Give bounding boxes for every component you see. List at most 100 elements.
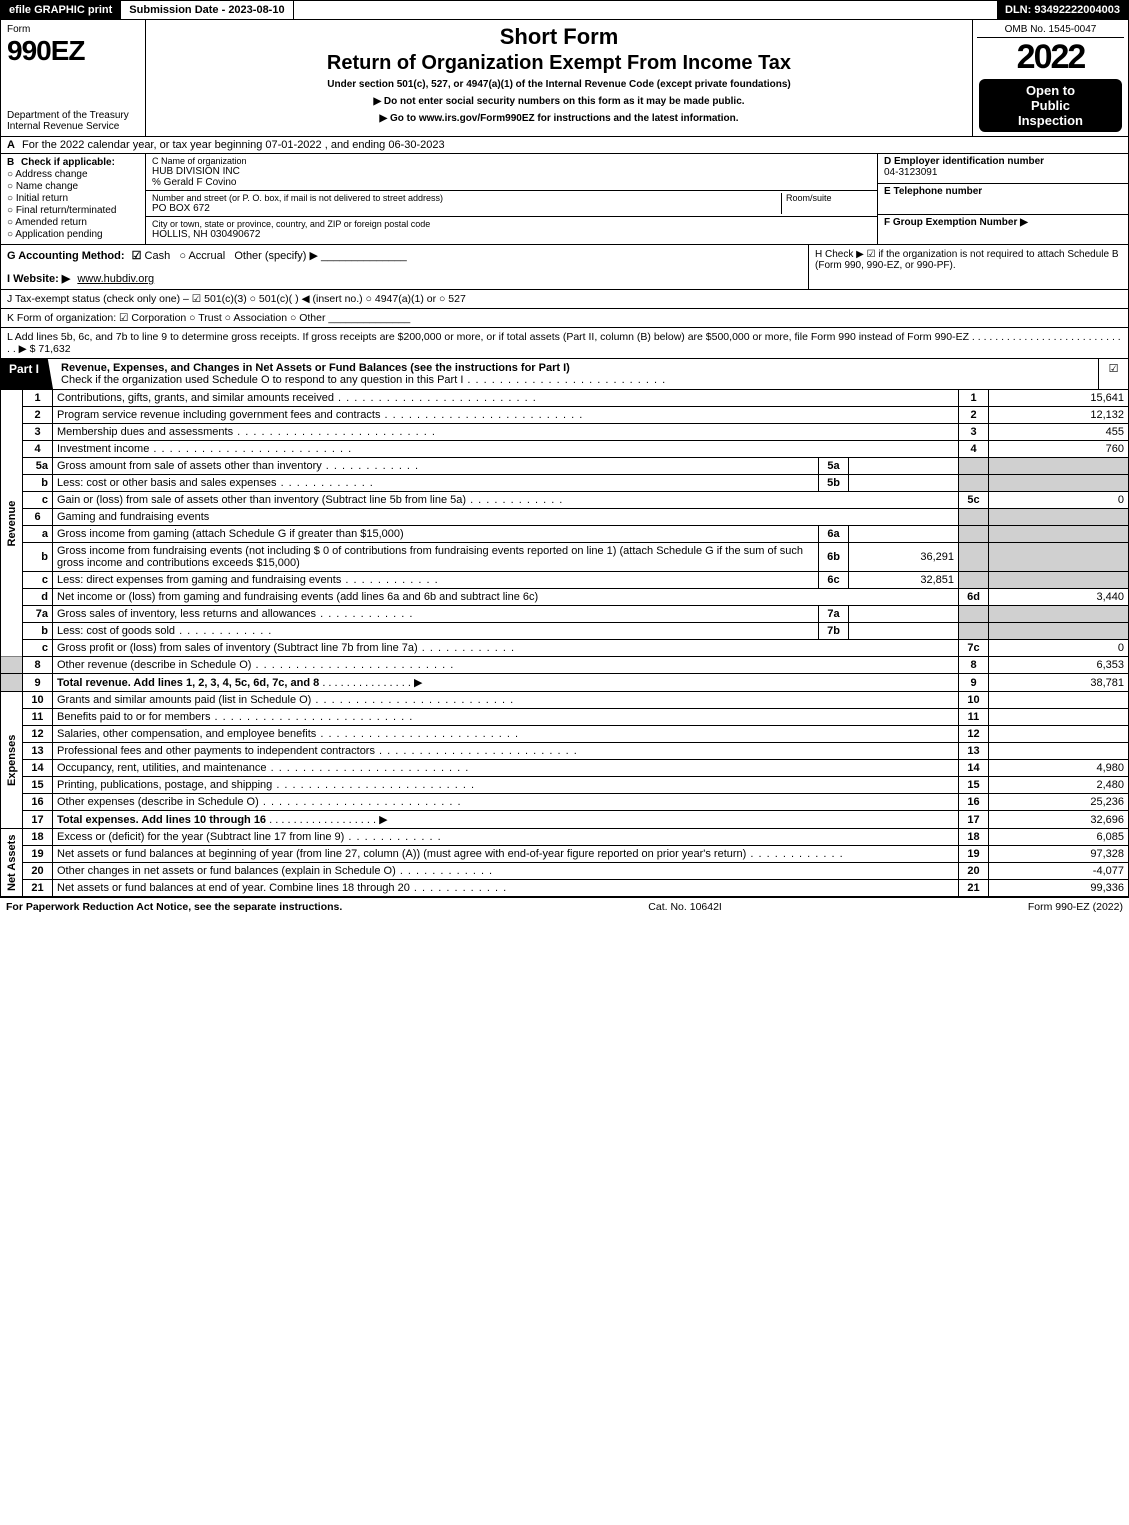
row-J: J Tax-exempt status (check only one) – ☑… [0, 290, 1129, 309]
l2-desc: Program service revenue including govern… [53, 407, 959, 424]
l4-outnum: 4 [959, 441, 989, 458]
line-2: 2 Program service revenue including gove… [1, 407, 1129, 424]
care-of: % Gerald F Covino [152, 177, 871, 188]
netassets-side-label: Net Assets [1, 829, 23, 897]
l12-outval [989, 726, 1129, 743]
label-B: B [7, 157, 14, 168]
l20-desc: Other changes in net assets or fund bala… [53, 863, 959, 880]
l17-num: 17 [23, 811, 53, 829]
l15-outnum: 15 [959, 777, 989, 794]
l5b-num: b [23, 475, 53, 492]
other-label[interactable]: Other (specify) ▶ [234, 250, 318, 262]
l9-outnum: 9 [959, 674, 989, 692]
row-L: L Add lines 5b, 6c, and 7b to line 9 to … [0, 328, 1129, 359]
chk-amended-return-label: Amended return [15, 217, 87, 228]
line-12: 12 Salaries, other compensation, and emp… [1, 726, 1129, 743]
part1-check[interactable]: ☑ [1098, 359, 1128, 389]
part1-title-bold: Revenue, Expenses, and Changes in Net As… [61, 362, 570, 374]
C-name-label: C Name of organization [152, 156, 871, 166]
line-21: 21 Net assets or fund balances at end of… [1, 880, 1129, 897]
accrual-label[interactable]: Accrual [188, 250, 225, 262]
expenses-side-label: Expenses [1, 692, 23, 829]
l18-num: 18 [23, 829, 53, 846]
chk-amended-return[interactable]: ○ Amended return [7, 217, 139, 228]
line-14: 14 Occupancy, rent, utilities, and maint… [1, 760, 1129, 777]
l3-outnum: 3 [959, 424, 989, 441]
chk-application-pending[interactable]: ○ Application pending [7, 229, 139, 240]
C-street-label: Number and street (or P. O. box, if mail… [152, 193, 781, 203]
l4-num: 4 [23, 441, 53, 458]
line-19: 19 Net assets or fund balances at beginn… [1, 846, 1129, 863]
row-H: H Check ▶ ☑ if the organization is not r… [808, 245, 1128, 289]
C-city: City or town, state or province, country… [146, 217, 877, 242]
l3-desc: Membership dues and assessments [53, 424, 959, 441]
l15-num: 15 [23, 777, 53, 794]
l6-num: 6 [23, 509, 53, 526]
part1-table: Revenue 1 Contributions, gifts, grants, … [0, 390, 1129, 897]
open-line3: Inspection [985, 113, 1116, 128]
l5a-shade1 [959, 458, 989, 475]
part1-tab: Part I [1, 359, 53, 389]
chk-name-change[interactable]: ○ Name change [7, 181, 139, 192]
goto-link[interactable]: ▶ Go to www.irs.gov/Form990EZ for instru… [154, 113, 964, 124]
l6c-inval: 32,851 [849, 572, 959, 589]
header-right: OMB No. 1545-0047 2022 Open to Public In… [973, 20, 1128, 136]
l2-outval: 12,132 [989, 407, 1129, 424]
l7b-inlbl: 7b [819, 623, 849, 640]
box-E: E Telephone number [878, 184, 1128, 214]
org-name: HUB DIVISION INC [152, 166, 871, 177]
website[interactable]: www.hubdiv.org [77, 273, 154, 285]
l14-num: 14 [23, 760, 53, 777]
l18-desc: Excess or (deficit) for the year (Subtra… [53, 829, 959, 846]
l6d-outnum: 6d [959, 589, 989, 606]
line-7c: c Gross profit or (loss) from sales of i… [1, 640, 1129, 657]
part1-sub: Check if the organization used Schedule … [61, 374, 666, 386]
line-16: 16 Other expenses (describe in Schedule … [1, 794, 1129, 811]
l19-desc: Net assets or fund balances at beginning… [53, 846, 959, 863]
l16-outval: 25,236 [989, 794, 1129, 811]
line-7b: b Less: cost of goods sold 7b [1, 623, 1129, 640]
l6a-shade1 [959, 526, 989, 543]
footer-left: For Paperwork Reduction Act Notice, see … [6, 901, 342, 913]
chk-name-change-label: Name change [16, 181, 78, 192]
l11-num: 11 [23, 709, 53, 726]
chk-cash[interactable]: ☑ [132, 250, 145, 262]
line-6b: b Gross income from fundraising events (… [1, 543, 1129, 572]
line-4: 4 Investment income 4 760 [1, 441, 1129, 458]
l17-outval: 32,696 [989, 811, 1129, 829]
cash-label: Cash [145, 250, 171, 262]
l7a-desc: Gross sales of inventory, less returns a… [53, 606, 819, 623]
l6-desc: Gaming and fundraising events [53, 509, 959, 526]
topbar-spacer [293, 1, 997, 19]
efile-print[interactable]: efile GRAPHIC print [1, 1, 120, 19]
l14-desc: Occupancy, rent, utilities, and maintena… [53, 760, 959, 777]
l7c-num: c [23, 640, 53, 657]
l9-desc-wrap: Total revenue. Add lines 1, 2, 3, 4, 5c,… [53, 674, 959, 692]
l3-num: 3 [23, 424, 53, 441]
chk-final-return[interactable]: ○ Final return/terminated [7, 205, 139, 216]
l7c-desc: Gross profit or (loss) from sales of inv… [53, 640, 959, 657]
l19-num: 19 [23, 846, 53, 863]
l8-outnum: 8 [959, 657, 989, 674]
l5b-inval [849, 475, 959, 492]
l6b-inval: 36,291 [849, 543, 959, 572]
chk-application-pending-label: Application pending [15, 229, 102, 240]
col-C: C Name of organization HUB DIVISION INC … [146, 154, 878, 244]
revenue-side-label: Revenue [1, 390, 23, 657]
C-name: C Name of organization HUB DIVISION INC … [146, 154, 877, 191]
l5a-num: 5a [23, 458, 53, 475]
footer-right: Form 990-EZ (2022) [1028, 901, 1123, 913]
ein: 04-3123091 [884, 167, 1122, 178]
line-15: 15 Printing, publications, postage, and … [1, 777, 1129, 794]
l9-num: 9 [23, 674, 53, 692]
l13-num: 13 [23, 743, 53, 760]
l12-outnum: 12 [959, 726, 989, 743]
l4-outval: 760 [989, 441, 1129, 458]
l15-outval: 2,480 [989, 777, 1129, 794]
l6a-shade2 [989, 526, 1129, 543]
l17-outnum: 17 [959, 811, 989, 829]
chk-address-change[interactable]: ○ Address change [7, 169, 139, 180]
chk-initial-return[interactable]: ○ Initial return [7, 193, 139, 204]
l6c-shade2 [989, 572, 1129, 589]
l16-outnum: 16 [959, 794, 989, 811]
